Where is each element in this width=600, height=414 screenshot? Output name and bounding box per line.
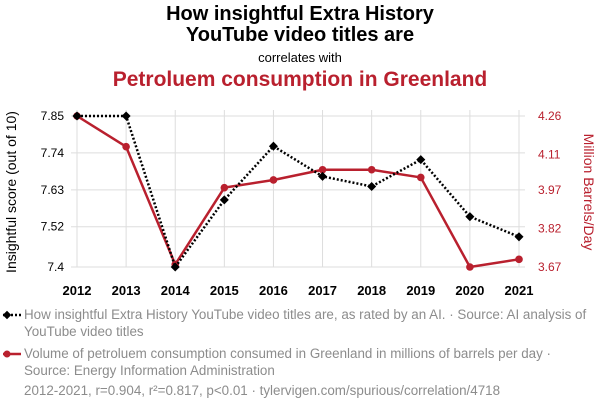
x-tick-label-2012: 2012 (63, 283, 92, 298)
series1-point-2017 (318, 171, 328, 181)
x-tick-label-2015: 2015 (210, 283, 239, 298)
y-right-tick-label: 3.97 (538, 183, 562, 197)
series2-point-2013 (122, 142, 130, 151)
legend-series2-label: Volume of petroluem consumption consumed… (24, 346, 551, 378)
x-tick-label-2017: 2017 (308, 283, 337, 298)
chart-title-line1: How insightful Extra History (166, 3, 434, 25)
y-left-tick-label: 7.4 (47, 260, 64, 274)
chart-title-line2: YouTube video titles are (185, 24, 415, 46)
series2-point-2020 (466, 263, 474, 271)
series2-point-2021 (515, 255, 523, 264)
x-tick-label-2016: 2016 (259, 283, 288, 298)
series2-point-2015 (220, 183, 229, 192)
legend-series2-swatch (3, 350, 21, 358)
series1-point-2021 (514, 232, 524, 242)
x-tick-label-2019: 2019 (406, 283, 435, 298)
legend-series1-swatch (2, 310, 21, 320)
chart-title-secondary: Petroluem consumption in Greenland (112, 68, 488, 91)
series1-point-2018 (367, 181, 377, 191)
legend-series1-label: How insightful Extra History YouTube vid… (24, 307, 587, 339)
y-right-tick-label: 4.26 (538, 109, 562, 123)
y-left-tick-label: 7.74 (41, 146, 65, 160)
series1-point-2012 (72, 111, 82, 121)
y-right-tick-label: 3.82 (538, 222, 562, 236)
x-tick-label-2020: 2020 (455, 283, 484, 298)
series1-point-2014 (170, 262, 180, 272)
correlates-with-label: correlates with (258, 50, 342, 65)
series1-point-2020 (465, 212, 475, 222)
y-axis-left-label: Insightful score (out of 10) (3, 111, 19, 273)
series1-line (77, 114, 520, 270)
series2-point-2017 (318, 165, 327, 174)
series1-point-2019 (416, 155, 426, 165)
y-left-tick-label: 7.63 (41, 183, 65, 197)
series2-point-2019 (416, 173, 425, 182)
series1-point-2015 (219, 195, 229, 205)
y-left-tick-label: 7.85 (41, 109, 65, 123)
y-left-tick-label: 7.52 (41, 220, 65, 234)
series2-point-2016 (269, 176, 278, 184)
x-tick-label-2013: 2013 (112, 283, 141, 298)
x-tick-label-2021: 2021 (505, 283, 534, 298)
y-right-tick-label: 3.67 (538, 260, 562, 274)
x-tick-label-2014: 2014 (161, 283, 191, 298)
x-tick-label-2018: 2018 (357, 283, 386, 298)
series2-point-2018 (367, 165, 376, 174)
series1-point-2013 (121, 111, 131, 121)
footer-stats: 2012-2021, r=0.904, r²=0.817, p<0.01 · t… (24, 383, 501, 398)
series2-line (76, 114, 520, 269)
y-right-tick-label: 4.11 (538, 147, 561, 161)
y-axis-right-label: Million Barrels/Day (581, 134, 597, 251)
